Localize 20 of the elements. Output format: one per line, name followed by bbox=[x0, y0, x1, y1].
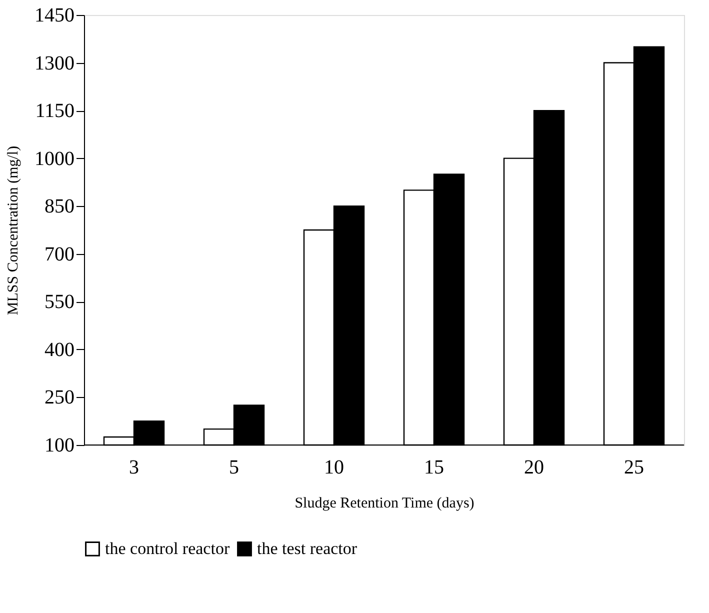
y-axis-title: MLSS Concentration (mg/l) bbox=[6, 146, 22, 316]
y-tick-label: 550 bbox=[44, 291, 74, 314]
y-tick-label: 250 bbox=[44, 386, 74, 409]
y-tick-label: 1150 bbox=[35, 100, 74, 122]
y-tick-label: 1300 bbox=[34, 52, 74, 74]
y-tick-label: 400 bbox=[44, 338, 74, 361]
y-tick-label: 1450 bbox=[34, 4, 74, 26]
x-tick-label: 25 bbox=[624, 456, 644, 478]
x-tick-label: 10 bbox=[324, 456, 344, 478]
legend-label: the control reactor bbox=[105, 538, 230, 558]
x-tick-label: 5 bbox=[229, 456, 239, 478]
legend-label: the test reactor bbox=[257, 538, 358, 558]
x-tick-label: 15 bbox=[424, 456, 444, 478]
y-tick-label: 1000 bbox=[34, 148, 74, 170]
y-tick-label: 100 bbox=[44, 434, 74, 456]
x-tick-label: 20 bbox=[524, 456, 544, 478]
y-tick-label: 700 bbox=[44, 243, 74, 266]
x-axis-title: Sludge Retention Time (days) bbox=[294, 496, 474, 512]
y-tick-label: 850 bbox=[44, 196, 74, 218]
x-tick-label: 3 bbox=[129, 456, 139, 478]
